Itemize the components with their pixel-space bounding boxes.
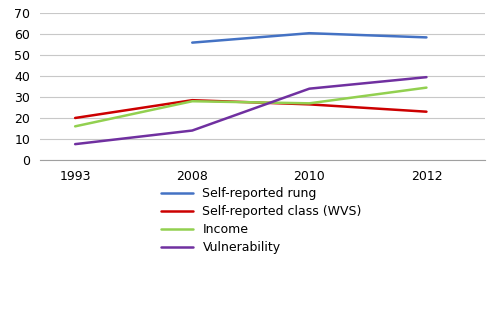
Vulnerability [306,87,312,91]
Line: Self-reported rung: Self-reported rung [192,33,426,43]
Vulnerability [189,129,195,133]
Line: Self-reported class (WVS): Self-reported class (WVS) [75,100,426,118]
Self-reported rung [189,41,195,45]
Self-reported class (WVS) [72,116,78,120]
Income [72,124,78,128]
Line: Vulnerability: Vulnerability [75,77,426,144]
Vulnerability [72,142,78,146]
Self-reported rung [424,35,430,39]
Self-reported class (WVS) [189,98,195,102]
Self-reported rung [306,31,312,35]
Income [424,86,430,90]
Income [306,101,312,105]
Income [189,99,195,103]
Self-reported class (WVS) [424,110,430,114]
Line: Income: Income [75,88,426,126]
Vulnerability [424,75,430,79]
Legend: Self-reported rung, Self-reported class (WVS), Income, Vulnerability: Self-reported rung, Self-reported class … [158,184,366,258]
Self-reported class (WVS) [306,102,312,106]
